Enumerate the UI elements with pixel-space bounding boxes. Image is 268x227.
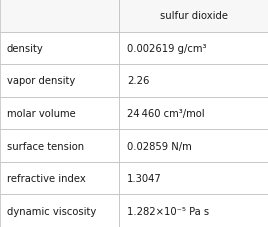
Bar xyxy=(119,0,268,32)
Bar xyxy=(0,195,119,227)
Text: 0.002619 g/cm³: 0.002619 g/cm³ xyxy=(127,44,207,54)
Text: 1.282×10⁻⁵ Pa s: 1.282×10⁻⁵ Pa s xyxy=(127,206,209,216)
Text: vapor density: vapor density xyxy=(7,76,75,86)
Text: molar volume: molar volume xyxy=(7,109,76,118)
Text: 0.02859 N/m: 0.02859 N/m xyxy=(127,141,192,151)
Text: dynamic viscosity: dynamic viscosity xyxy=(7,206,96,216)
Text: 1.3047: 1.3047 xyxy=(127,173,162,183)
Text: refractive index: refractive index xyxy=(7,173,85,183)
Bar xyxy=(119,162,268,195)
Bar xyxy=(0,65,119,97)
Bar xyxy=(0,32,119,65)
Bar xyxy=(119,195,268,227)
Bar xyxy=(119,97,268,130)
Bar xyxy=(0,97,119,130)
Text: sulfur dioxide: sulfur dioxide xyxy=(160,11,228,21)
Text: 2.26: 2.26 xyxy=(127,76,150,86)
Text: density: density xyxy=(7,44,43,54)
Bar xyxy=(0,162,119,195)
Bar xyxy=(119,32,268,65)
Bar xyxy=(0,0,119,32)
Text: surface tension: surface tension xyxy=(7,141,84,151)
Text: 24 460 cm³/mol: 24 460 cm³/mol xyxy=(127,109,205,118)
Bar xyxy=(119,130,268,162)
Bar xyxy=(0,130,119,162)
Bar xyxy=(119,65,268,97)
